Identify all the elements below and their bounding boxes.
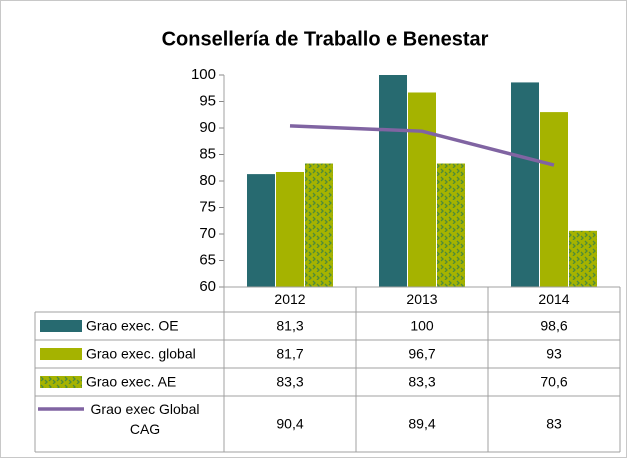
y-tick-label: 65	[199, 251, 216, 268]
table-value: 81,3	[276, 318, 303, 334]
bar	[569, 230, 597, 287]
y-tick-label: 85	[199, 145, 216, 162]
bar	[305, 163, 333, 287]
bar	[437, 163, 465, 287]
category-label: 2013	[406, 291, 437, 307]
y-tick-label: 95	[199, 92, 216, 109]
legend-key	[40, 320, 82, 332]
table-value: 90,4	[276, 416, 303, 432]
table-value: 70,6	[540, 374, 567, 390]
table-value: 93	[546, 346, 562, 362]
y-tick-label: 90	[199, 119, 216, 136]
bar	[408, 92, 436, 288]
category-label: 2012	[274, 291, 305, 307]
table-value: 96,7	[408, 346, 435, 362]
y-tick-label: 60	[199, 278, 216, 295]
bar	[379, 75, 407, 287]
legend-label: Grao exec. AE	[86, 374, 176, 390]
bar	[247, 174, 275, 287]
y-tick-label: 80	[199, 172, 216, 189]
table-value: 100	[410, 318, 434, 334]
table-value: 98,6	[540, 318, 567, 334]
legend-key	[40, 376, 82, 388]
y-tick-label: 75	[199, 198, 216, 215]
table-value: 83	[546, 416, 562, 432]
bar	[540, 112, 568, 287]
legend-key	[40, 348, 82, 360]
y-tick-label: 100	[191, 66, 216, 83]
bar	[511, 82, 539, 287]
y-tick-label: 70	[199, 225, 216, 242]
chart-title: Consellería de Traballo e Benestar	[162, 28, 489, 50]
table-value: 83,3	[276, 374, 303, 390]
table-value: 89,4	[408, 416, 435, 432]
table-value: 81,7	[276, 346, 303, 362]
bar	[276, 171, 304, 287]
legend-label: Grao exec. OE	[86, 318, 179, 334]
legend-label: Grao exec. global	[86, 346, 196, 362]
category-label: 2014	[538, 291, 569, 307]
table-value: 83,3	[408, 374, 435, 390]
legend-label: Grao exec Global CAG	[91, 401, 200, 437]
line	[289, 124, 555, 167]
